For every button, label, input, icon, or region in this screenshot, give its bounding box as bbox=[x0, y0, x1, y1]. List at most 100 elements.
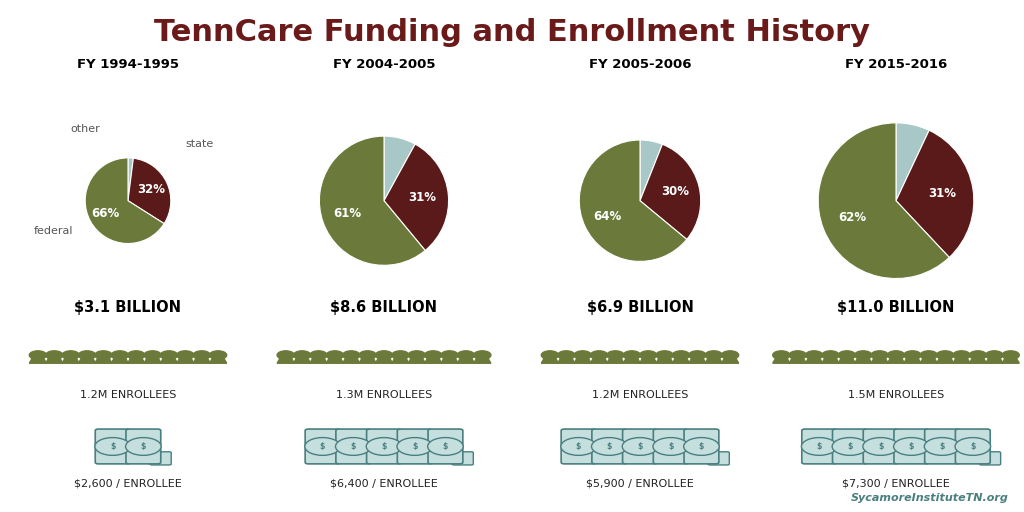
Circle shape bbox=[542, 351, 558, 359]
Circle shape bbox=[367, 438, 401, 455]
Text: $: $ bbox=[381, 442, 387, 451]
Text: $6,400 / ENROLLEE: $6,400 / ENROLLEE bbox=[330, 479, 438, 489]
Circle shape bbox=[294, 351, 310, 359]
FancyBboxPatch shape bbox=[708, 452, 729, 465]
Circle shape bbox=[30, 351, 46, 359]
Polygon shape bbox=[359, 358, 376, 364]
Polygon shape bbox=[278, 358, 294, 364]
Circle shape bbox=[833, 438, 867, 455]
Text: $: $ bbox=[442, 442, 449, 451]
Circle shape bbox=[640, 351, 656, 359]
Circle shape bbox=[128, 351, 144, 359]
Polygon shape bbox=[327, 358, 343, 364]
Circle shape bbox=[428, 438, 463, 455]
Circle shape bbox=[210, 351, 226, 359]
FancyBboxPatch shape bbox=[802, 429, 837, 464]
Circle shape bbox=[458, 351, 474, 359]
Text: $8.6 BILLION: $8.6 BILLION bbox=[331, 300, 437, 315]
Text: 62%: 62% bbox=[839, 211, 866, 224]
Circle shape bbox=[955, 438, 990, 455]
Polygon shape bbox=[46, 358, 62, 364]
Polygon shape bbox=[937, 358, 953, 364]
Circle shape bbox=[653, 438, 688, 455]
Polygon shape bbox=[839, 358, 855, 364]
Text: $: $ bbox=[606, 442, 612, 451]
Circle shape bbox=[790, 351, 806, 359]
FancyBboxPatch shape bbox=[623, 429, 657, 464]
Circle shape bbox=[689, 351, 706, 359]
Circle shape bbox=[904, 351, 921, 359]
Polygon shape bbox=[773, 358, 790, 364]
Text: $: $ bbox=[878, 442, 884, 451]
Wedge shape bbox=[128, 158, 133, 201]
Text: 31%: 31% bbox=[409, 190, 436, 204]
Circle shape bbox=[310, 351, 327, 359]
FancyBboxPatch shape bbox=[428, 429, 463, 464]
FancyBboxPatch shape bbox=[979, 452, 1000, 465]
Text: $: $ bbox=[939, 442, 945, 451]
Polygon shape bbox=[343, 358, 359, 364]
Text: SycamoreInstituteTN.org: SycamoreInstituteTN.org bbox=[851, 493, 1009, 503]
Polygon shape bbox=[689, 358, 706, 364]
Circle shape bbox=[574, 351, 591, 359]
Polygon shape bbox=[310, 358, 327, 364]
Wedge shape bbox=[580, 140, 687, 262]
FancyBboxPatch shape bbox=[863, 429, 898, 464]
Polygon shape bbox=[409, 358, 425, 364]
Wedge shape bbox=[384, 144, 449, 250]
Text: FY 1994-1995: FY 1994-1995 bbox=[77, 57, 179, 71]
Polygon shape bbox=[574, 358, 591, 364]
Circle shape bbox=[441, 351, 458, 359]
Polygon shape bbox=[822, 358, 839, 364]
Polygon shape bbox=[706, 358, 722, 364]
Polygon shape bbox=[30, 358, 46, 364]
Circle shape bbox=[126, 438, 161, 455]
Text: $: $ bbox=[816, 442, 822, 451]
Text: FY 2005-2006: FY 2005-2006 bbox=[589, 57, 691, 71]
Circle shape bbox=[1002, 351, 1019, 359]
Text: 1.5M ENROLLEES: 1.5M ENROLLEES bbox=[848, 390, 944, 400]
Text: $: $ bbox=[668, 442, 674, 451]
Circle shape bbox=[624, 351, 640, 359]
Circle shape bbox=[376, 351, 392, 359]
FancyBboxPatch shape bbox=[452, 452, 473, 465]
Polygon shape bbox=[62, 358, 79, 364]
Circle shape bbox=[558, 351, 574, 359]
Polygon shape bbox=[474, 358, 490, 364]
Circle shape bbox=[894, 438, 929, 455]
Wedge shape bbox=[85, 158, 164, 244]
Circle shape bbox=[79, 351, 95, 359]
Circle shape bbox=[392, 351, 409, 359]
Circle shape bbox=[336, 438, 371, 455]
Circle shape bbox=[925, 438, 959, 455]
Circle shape bbox=[161, 351, 177, 359]
Text: $11.0 BILLION: $11.0 BILLION bbox=[838, 300, 954, 315]
Text: $: $ bbox=[110, 442, 116, 451]
Circle shape bbox=[425, 351, 441, 359]
FancyBboxPatch shape bbox=[95, 429, 130, 464]
Circle shape bbox=[855, 351, 871, 359]
Circle shape bbox=[561, 438, 596, 455]
Polygon shape bbox=[806, 358, 822, 364]
Polygon shape bbox=[161, 358, 177, 364]
Circle shape bbox=[177, 351, 194, 359]
Circle shape bbox=[607, 351, 624, 359]
Polygon shape bbox=[144, 358, 161, 364]
Text: FY 2004-2005: FY 2004-2005 bbox=[333, 57, 435, 71]
Circle shape bbox=[722, 351, 738, 359]
Text: FY 2015-2016: FY 2015-2016 bbox=[845, 57, 947, 71]
Polygon shape bbox=[871, 358, 888, 364]
Wedge shape bbox=[640, 144, 700, 240]
Circle shape bbox=[888, 351, 904, 359]
Polygon shape bbox=[194, 358, 210, 364]
Circle shape bbox=[623, 438, 657, 455]
Text: $: $ bbox=[908, 442, 914, 451]
Polygon shape bbox=[953, 358, 970, 364]
Polygon shape bbox=[177, 358, 194, 364]
Circle shape bbox=[706, 351, 722, 359]
Circle shape bbox=[591, 351, 607, 359]
Polygon shape bbox=[921, 358, 937, 364]
Text: 61%: 61% bbox=[334, 207, 361, 220]
Wedge shape bbox=[319, 136, 425, 265]
Text: 31%: 31% bbox=[928, 187, 956, 200]
